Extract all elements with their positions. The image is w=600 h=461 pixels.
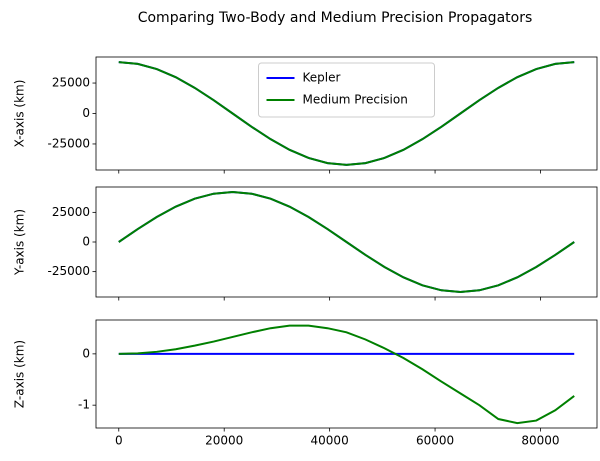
plot-frame	[95, 319, 598, 429]
series-line	[118, 61, 575, 166]
y-tick-label: 25000	[52, 76, 90, 90]
x-tick-label: 60000	[416, 434, 454, 448]
legend-label: Kepler	[303, 71, 341, 85]
y-tick-label: 0	[82, 106, 90, 120]
x-tick-label: 40000	[311, 434, 349, 448]
figure-title: Comparing Two-Body and Medium Precision …	[138, 10, 533, 26]
y-tick-label: -25000	[47, 136, 90, 150]
series-line	[118, 324, 575, 425]
y-tick-label: 0	[82, 235, 90, 249]
y-tick-label: -1	[78, 398, 90, 412]
y-tick-label: -25000	[47, 264, 90, 278]
y-axis-label: Z-axis (km)	[13, 340, 27, 408]
y-tick-label: 0	[82, 346, 90, 360]
legend-label: Medium Precision	[303, 93, 408, 107]
legend-box	[258, 62, 435, 118]
series-line	[118, 190, 575, 294]
x-tick-label: 0	[115, 434, 123, 448]
x-tick-label: 20000	[205, 434, 243, 448]
y-axis-label: X-axis (km)	[13, 80, 27, 148]
y-tick-label: 25000	[52, 205, 90, 219]
x-tick-label: 80000	[521, 434, 559, 448]
y-axis-label: Y-axis (km)	[13, 209, 27, 276]
